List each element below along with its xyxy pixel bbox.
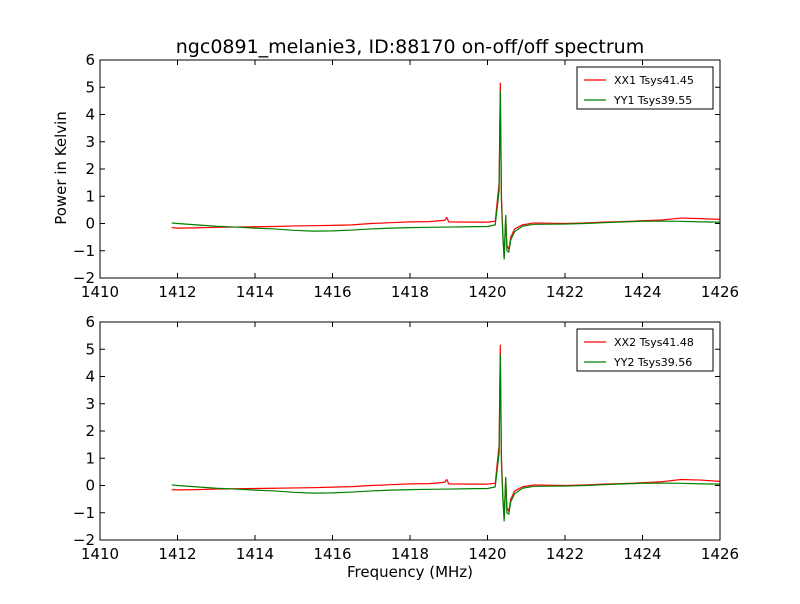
x-tick-label: 1414 [236, 283, 274, 301]
x-tick-label: 1418 [391, 545, 429, 563]
y-tick-label: −1 [73, 504, 95, 522]
x-tick-label: 1410 [81, 283, 119, 301]
x-tick-label: 1424 [623, 545, 661, 563]
x-tick-label: 1426 [701, 545, 739, 563]
y-tick-label: 5 [85, 78, 95, 96]
x-axis-label: Frequency (MHz) [347, 563, 473, 581]
series-group [171, 82, 720, 260]
y-tick-label: 6 [85, 51, 95, 69]
y-tick-label: −2 [73, 269, 95, 287]
x-tick-label: 1422 [546, 545, 584, 563]
y-tick-label: 6 [85, 313, 95, 331]
y-tick-label: 1 [85, 187, 95, 205]
x-tick-label: 1420 [468, 545, 506, 563]
legend-label: YY1 Tsys39.55 [613, 94, 692, 107]
y-axis-label: Power in Kelvin [52, 111, 70, 225]
panels-group: 1410 1412 1414 1416 1418 1420 1422 1424 1426−2−1… [73, 51, 739, 563]
legend-box [576, 328, 714, 372]
y-tick-label: 0 [85, 215, 95, 233]
x-tick-label: 1410 [81, 545, 119, 563]
y-tick-label: 3 [85, 133, 95, 151]
plot-panel-1: 1410 1412 1414 1416 1418 1420 1422 1424 1426−2−1… [73, 51, 739, 301]
plot-panel-2: 1410 1412 1414 1416 1418 1420 1422 1424 1426−2−1… [73, 313, 739, 563]
y-tick-label: −1 [73, 242, 95, 260]
chart-title: ngc0891_melanie3, ID:88170 on-off/off sp… [176, 36, 644, 58]
legend: XX2 Tsys41.48 YY2 Tsys39.56 [576, 328, 714, 372]
x-tick-label: 1412 [158, 545, 196, 563]
legend-box [576, 66, 714, 110]
legend-label: YY2 Tsys39.56 [613, 356, 692, 369]
legend-label: XX1 Tsys41.45 [614, 74, 694, 87]
legend-label: XX2 Tsys41.48 [614, 336, 694, 349]
y-tick-label: 2 [85, 422, 95, 440]
y-tick-label: 3 [85, 395, 95, 413]
x-tick-label: 1420 [468, 283, 506, 301]
y-tick-label: 5 [85, 340, 95, 358]
y-tick-label: −2 [73, 531, 95, 549]
x-tick-label: 1416 [313, 545, 351, 563]
y-tick-label: 2 [85, 160, 95, 178]
y-tick-label: 0 [85, 477, 95, 495]
x-tick-label: 1414 [236, 545, 274, 563]
series-line-2 [171, 90, 720, 260]
x-tick-label: 1418 [391, 283, 429, 301]
x-tick-label: 1412 [158, 283, 196, 301]
x-tick-label: 1424 [623, 283, 661, 301]
y-tick-label: 1 [85, 449, 95, 467]
series-line-2 [171, 354, 720, 522]
series-group [171, 344, 720, 522]
y-tick-label: 4 [85, 106, 95, 124]
x-tick-label: 1416 [313, 283, 351, 301]
legend: XX1 Tsys41.45 YY1 Tsys39.55 [576, 66, 714, 110]
y-tick-label: 4 [85, 368, 95, 386]
x-tick-label: 1426 [701, 283, 739, 301]
x-tick-label: 1422 [546, 283, 584, 301]
